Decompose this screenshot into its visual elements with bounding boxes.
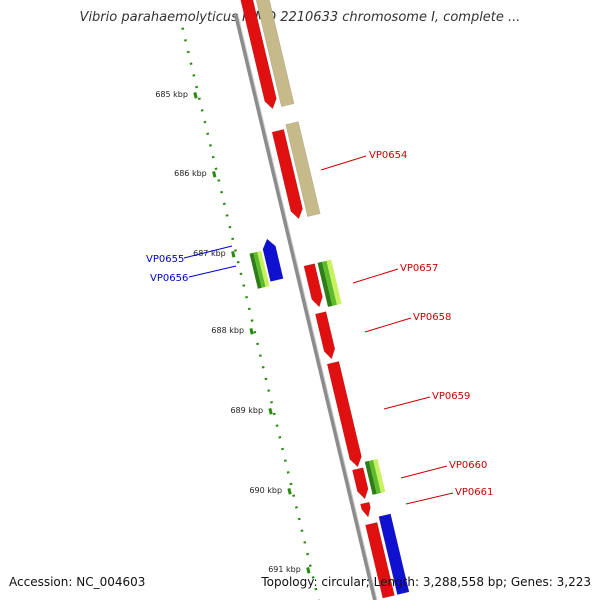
- gene-forward-feature: [365, 522, 395, 599]
- gene-label-vp0658: VP0658: [413, 312, 451, 323]
- gene-leader-line: [400, 465, 448, 479]
- gene-leader-line: [352, 268, 399, 284]
- gene-vp0655-rna-band-0: [249, 252, 262, 289]
- gene-pseudo-feature: [285, 121, 321, 218]
- genome-backbone-highlight: [237, 14, 378, 600]
- gene-vp0660-rna-band-1: [368, 459, 381, 494]
- gene-label-vp0661: VP0661: [455, 487, 493, 498]
- gene-forward-feature: [240, 0, 277, 110]
- gene-label-vp0660: VP0660: [449, 460, 487, 471]
- scale-tick: [249, 328, 254, 335]
- gene-vp0661-feature: [360, 501, 371, 518]
- scale-tick: [231, 251, 236, 258]
- gene-vp0660-rna-band-0: [364, 460, 377, 495]
- scale-tick: [268, 408, 273, 415]
- scale-tick: [287, 488, 292, 495]
- scale-tick-label: 689 kbp: [230, 406, 263, 415]
- scale-tick-label: 686 kbp: [174, 169, 207, 178]
- map-title: Vibrio parahaemolyticus RIMD 2210633 chr…: [79, 10, 521, 25]
- scale-tick: [193, 92, 198, 99]
- gene-vp0654-feature: [271, 129, 303, 220]
- gene-leader-line: [383, 396, 431, 410]
- gene-leader-line: [183, 245, 233, 259]
- scale-tick-label: 687 kbp: [193, 249, 226, 258]
- gene-vp0660-feature: [352, 467, 369, 500]
- gene-leader-line: [188, 265, 237, 278]
- gene-pseudo-feature: [255, 0, 295, 108]
- scale-tick-label: 685 kbp: [155, 90, 188, 99]
- gene-vp0659-feature: [326, 361, 362, 468]
- scale-tick: [306, 567, 311, 574]
- gene-vp0660-rna-band-2: [373, 458, 386, 493]
- gene-vp0657-rna-band-1: [322, 260, 337, 306]
- gene-vp0655-rna-band-1: [253, 251, 266, 288]
- gene-vp0655-rna-band-2: [257, 250, 270, 287]
- scale-dotted-line: [181, 27, 320, 600]
- gene-label-vp0654: VP0654: [369, 150, 407, 161]
- scale-tick-label: 688 kbp: [211, 326, 244, 335]
- gene-label-vp0656: VP0656: [150, 273, 188, 284]
- scale-tick: [212, 171, 217, 178]
- gene-leader-line: [405, 492, 454, 505]
- gene-vp0657-rna-band-2: [326, 259, 342, 305]
- scale-tick-label: 690 kbp: [249, 486, 282, 495]
- gene-label-vp0659: VP0659: [432, 391, 470, 402]
- genome-backbone: [234, 14, 377, 600]
- gene-reverse-feature: [378, 513, 410, 596]
- gene-vp0657-feature: [303, 263, 323, 308]
- accession-text: Accession: NC_004603: [9, 575, 146, 589]
- gene-leader-line: [364, 317, 412, 333]
- gene-vp0658-feature: [314, 311, 336, 360]
- gene-label-vp0657: VP0657: [400, 263, 438, 274]
- scale-tick-label: 691 kbp: [268, 565, 301, 574]
- gene-leader-line: [320, 155, 367, 171]
- gene-label-vp0655: VP0655: [146, 254, 184, 265]
- gene-vp0657-rna-band-0: [317, 261, 333, 307]
- gene-vp0656-feature: [262, 238, 284, 282]
- genome-summary-text: Topology: circular; Length: 3,288,558 bp…: [261, 575, 591, 589]
